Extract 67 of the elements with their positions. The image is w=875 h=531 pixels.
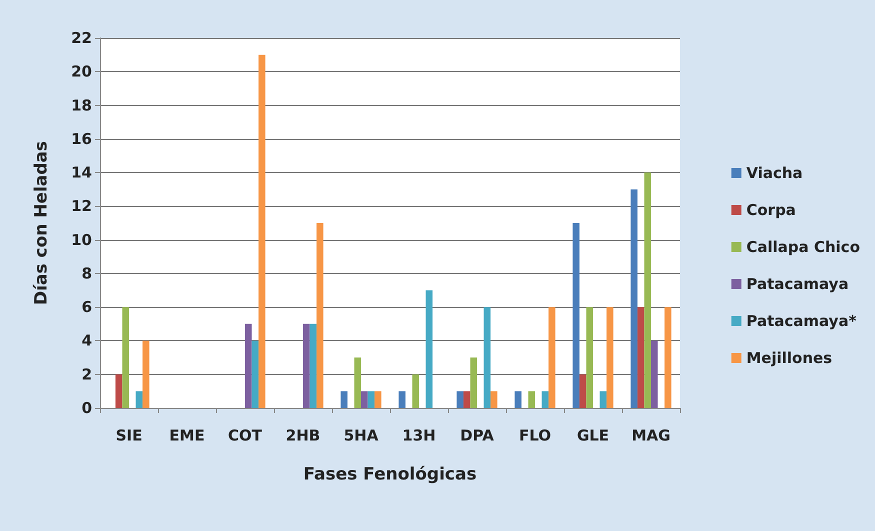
bar <box>600 391 607 408</box>
bar <box>115 374 122 408</box>
y-tick-label: 12 <box>71 197 92 216</box>
bar <box>470 358 477 408</box>
bar <box>490 391 498 408</box>
y-tick-label: 0 <box>82 399 92 417</box>
x-tick-label: MAG <box>632 426 670 444</box>
bar <box>136 391 143 408</box>
bar <box>644 172 651 408</box>
bar <box>361 391 368 408</box>
x-tick-label: 2HB <box>286 426 320 444</box>
legend-label: Viacha <box>746 164 803 182</box>
y-axis-title: Días con Heladas <box>32 140 52 306</box>
bar <box>303 324 310 408</box>
bar <box>252 340 259 408</box>
y-tick-label: 16 <box>71 130 92 148</box>
legend-label: Patacamaya <box>746 275 849 293</box>
legend-label: Mejillones <box>746 349 832 367</box>
bar <box>340 391 348 408</box>
legend-label: Callapa Chico <box>746 238 860 256</box>
bar <box>528 391 535 408</box>
x-tick-label: COT <box>228 426 263 444</box>
bar <box>606 307 614 408</box>
bar <box>245 324 252 408</box>
y-tick-label: 4 <box>82 332 92 350</box>
y-tick-label: 22 <box>71 29 92 47</box>
bar <box>651 340 658 408</box>
bar <box>637 307 644 408</box>
bar <box>368 391 375 408</box>
bar <box>572 223 580 408</box>
y-tick-label: 2 <box>82 365 92 384</box>
bar <box>463 391 470 408</box>
legend-label: Patacamaya* <box>746 312 857 330</box>
bar <box>258 54 266 408</box>
bar <box>398 391 406 408</box>
legend-label: Corpa <box>746 201 796 219</box>
bar <box>548 307 556 408</box>
bar <box>484 307 491 408</box>
y-tick-label: 10 <box>71 230 92 249</box>
bar <box>630 189 638 408</box>
bar <box>122 307 129 408</box>
bar <box>664 307 672 408</box>
y-tick-label: 8 <box>82 264 92 282</box>
y-tick-label: 18 <box>71 96 92 114</box>
bar <box>310 324 317 408</box>
x-tick-label: EME <box>169 426 205 444</box>
x-tick-label: DPA <box>460 426 494 444</box>
bar <box>426 290 433 408</box>
x-tick-label: GLE <box>576 426 610 444</box>
bar <box>142 340 150 408</box>
bar <box>412 374 419 408</box>
bar <box>316 223 324 408</box>
bar <box>579 374 586 408</box>
x-tick-label: FLO <box>518 426 552 444</box>
y-tick-label: 14 <box>71 164 92 182</box>
x-tick-label: SIE <box>116 426 142 444</box>
x-tick-label: 5HA <box>344 426 379 444</box>
bar <box>514 391 522 408</box>
bar <box>456 391 464 408</box>
x-axis-title: Fases Fenológicas <box>303 464 477 484</box>
y-tick-label: 6 <box>82 298 92 316</box>
bar <box>374 391 382 408</box>
bar <box>354 358 361 408</box>
x-tick-label: 13H <box>402 426 436 444</box>
bar <box>542 391 549 408</box>
bar <box>586 307 593 408</box>
y-tick-label: 20 <box>71 62 92 81</box>
